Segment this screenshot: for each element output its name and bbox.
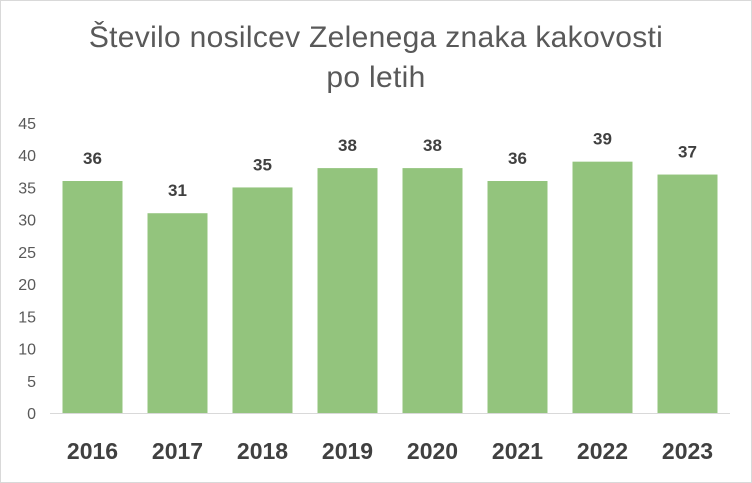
x-tick-label: 2016 [67, 438, 118, 464]
y-tick-label: 30 [18, 213, 36, 230]
data-label: 36 [83, 149, 102, 168]
x-tick-label: 2018 [237, 438, 288, 464]
chart-title: Število nosilcev Zelenega znaka kakovost… [0, 18, 752, 98]
bar-2019 [317, 168, 378, 413]
bar-2017 [147, 213, 208, 413]
bar-2021 [487, 181, 548, 413]
x-tick-label: 2017 [152, 438, 203, 464]
x-tick-label: 2020 [407, 438, 458, 464]
bar-2022 [572, 161, 633, 413]
bar-2018 [232, 187, 293, 413]
y-tick-label: 25 [18, 245, 36, 262]
bar-2020 [402, 168, 463, 413]
chart-title-line-2: po letih [326, 61, 426, 94]
data-label: 31 [168, 181, 187, 200]
y-tick-label: 45 [18, 116, 36, 133]
data-label: 39 [593, 130, 612, 149]
data-label: 35 [253, 155, 272, 174]
x-tick-label: 2019 [322, 438, 373, 464]
x-tick-label: 2021 [492, 438, 543, 464]
data-label: 38 [338, 136, 357, 155]
y-tick-label: 35 [18, 180, 36, 197]
bar-2023 [657, 174, 718, 413]
y-tick-label: 10 [18, 342, 36, 359]
data-label: 37 [678, 143, 697, 162]
y-tick-label: 40 [18, 148, 36, 165]
data-label: 36 [508, 149, 527, 168]
x-tick-label: 2023 [662, 438, 713, 464]
data-label: 38 [423, 136, 442, 155]
y-tick-label: 15 [18, 309, 36, 326]
x-tick-label: 2022 [577, 438, 628, 464]
chart-title-line-1: Število nosilcev Zelenega znaka kakovost… [88, 21, 664, 54]
bar-2016 [62, 181, 123, 413]
y-tick-label: 5 [27, 374, 36, 391]
y-tick-label: 0 [27, 406, 36, 423]
y-tick-label: 20 [18, 277, 36, 294]
